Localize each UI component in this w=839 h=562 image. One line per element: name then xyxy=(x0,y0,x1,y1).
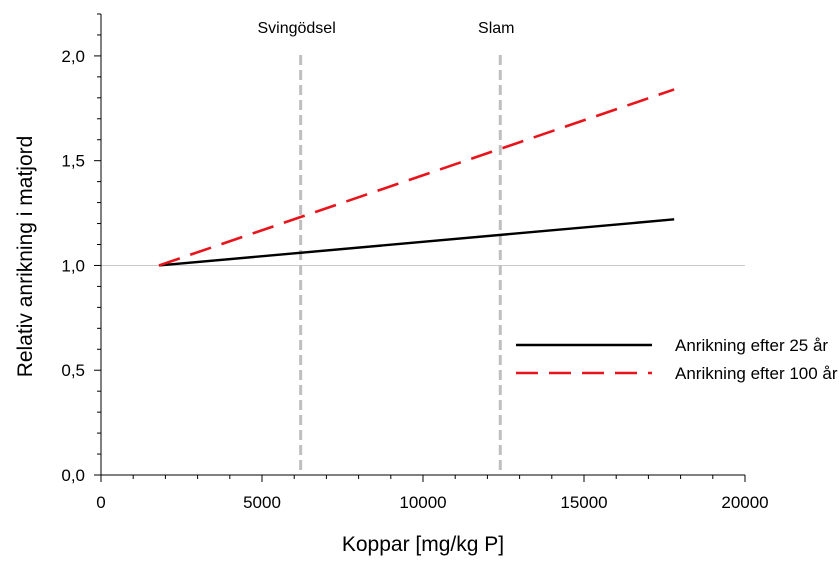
x-tick-label: 0 xyxy=(96,493,105,512)
legend: Anrikning efter 25 år Anrikning efter 100… xyxy=(516,336,838,383)
x-tick-label: 20000 xyxy=(721,493,768,512)
legend-label: Anrikning efter 25 år xyxy=(675,336,828,355)
x-tick-label: 15000 xyxy=(560,493,607,512)
vline-label: Slam xyxy=(478,20,514,37)
legend-label: Anrikning efter 100 år xyxy=(675,364,838,383)
y-tick-label: 2,0 xyxy=(61,47,85,66)
series-line xyxy=(158,218,675,267)
x-tick-label: 10000 xyxy=(399,493,446,512)
x-tick-label: 5000 xyxy=(243,493,281,512)
y-tick-label: 0,5 xyxy=(61,361,85,380)
vline-label: Svingödsel xyxy=(257,20,335,37)
x-axis-title: Koppar [mg/kg P] xyxy=(342,533,504,556)
y-axis-title: Relativ anrikning i matjord xyxy=(14,136,37,378)
y-tick-label: 1,5 xyxy=(61,152,85,171)
y-tick-label: 1,0 xyxy=(61,256,85,275)
y-tick-label: 0,0 xyxy=(61,466,85,485)
series-line xyxy=(158,88,675,267)
